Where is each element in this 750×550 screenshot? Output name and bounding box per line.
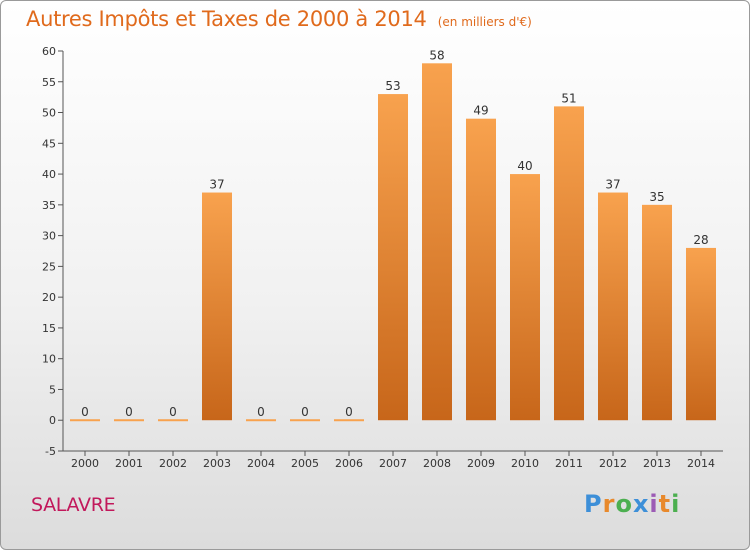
- bar: [378, 94, 408, 421]
- x-tick-label: 2000: [71, 457, 99, 470]
- x-tick-label: 2009: [467, 457, 495, 470]
- bar-value-label: 49: [473, 104, 488, 118]
- y-tick-label: 60: [42, 45, 56, 58]
- bar-value-label: 35: [649, 190, 664, 204]
- y-tick-label: 30: [42, 230, 56, 243]
- bar: [422, 63, 452, 421]
- x-tick-label: 2010: [511, 457, 539, 470]
- bar-value-label: 51: [561, 91, 576, 105]
- y-tick-label: 45: [42, 137, 56, 150]
- logo-letter: t: [658, 490, 672, 518]
- x-tick-label: 2013: [643, 457, 671, 470]
- x-tick-label: 2005: [291, 457, 319, 470]
- bar-value-label: 28: [693, 233, 708, 247]
- y-tick-label: 5: [49, 383, 56, 396]
- chart-title: Autres Impôts et Taxes de 2000 à 2014: [26, 7, 427, 31]
- bar-value-label: 0: [257, 405, 265, 419]
- x-tick-label: 2012: [599, 457, 627, 470]
- bar: [70, 419, 100, 422]
- bar: [598, 192, 628, 421]
- logo-letter: r: [602, 490, 616, 518]
- bar-value-label: 40: [517, 159, 532, 173]
- y-tick-label: 35: [42, 199, 56, 212]
- y-tick-label: 25: [42, 260, 56, 273]
- bar-value-label: 0: [81, 405, 89, 419]
- logo-letter: o: [615, 490, 633, 518]
- logo-letter: i: [649, 490, 659, 518]
- bar-value-label: 0: [301, 405, 309, 419]
- bar: [114, 419, 144, 422]
- bar: [642, 204, 672, 421]
- x-tick-label: 2011: [555, 457, 583, 470]
- bar: [158, 419, 188, 422]
- chart-bars: [70, 63, 716, 422]
- y-tick-label: 50: [42, 107, 56, 120]
- x-tick-label: 2004: [247, 457, 275, 470]
- y-tick-label: 15: [42, 322, 56, 335]
- bar: [686, 247, 716, 421]
- x-tick-label: 2006: [335, 457, 363, 470]
- bar: [466, 118, 496, 421]
- y-tick-label: 20: [42, 291, 56, 304]
- bar: [290, 419, 320, 422]
- y-tick-label: 40: [42, 168, 56, 181]
- proxiti-logo: Proxiti: [584, 490, 680, 518]
- location-name: SALAVRE: [31, 494, 116, 516]
- bar: [554, 106, 584, 421]
- logo-letter: i: [671, 490, 681, 518]
- logo-letter: x: [632, 490, 650, 518]
- bar: [202, 192, 232, 421]
- chart-value-labels: 0 0 0 37 0 0 0 53 58 49 40 51 37 35 28: [81, 48, 708, 419]
- y-tick-label: 55: [42, 76, 56, 89]
- logo-letter: P: [584, 490, 603, 518]
- y-tick-label: 0: [49, 414, 56, 427]
- bar: [334, 419, 364, 422]
- bar-value-label: 0: [169, 405, 177, 419]
- x-tick-label: 2014: [687, 457, 715, 470]
- bar-value-label: 0: [125, 405, 133, 419]
- bar: [246, 419, 276, 422]
- x-tick-label: 2008: [423, 457, 451, 470]
- bar-value-label: 37: [209, 178, 224, 192]
- bar-value-label: 0: [345, 405, 353, 419]
- x-tick-label: 2002: [159, 457, 187, 470]
- y-tick-label: -5: [45, 445, 56, 458]
- bar-value-label: 58: [429, 48, 444, 62]
- bar-value-label: 37: [605, 178, 620, 192]
- bar-value-label: 53: [385, 79, 400, 93]
- x-tick-label: 2001: [115, 457, 143, 470]
- x-tick-label: 2007: [379, 457, 407, 470]
- y-tick-label: 10: [42, 353, 56, 366]
- chart-unit: (en milliers d'€): [437, 15, 532, 29]
- x-tick-label: 2003: [203, 457, 231, 470]
- bar: [510, 174, 540, 421]
- chart-title-group: Autres Impôts et Taxes de 2000 à 2014 (e…: [26, 7, 532, 31]
